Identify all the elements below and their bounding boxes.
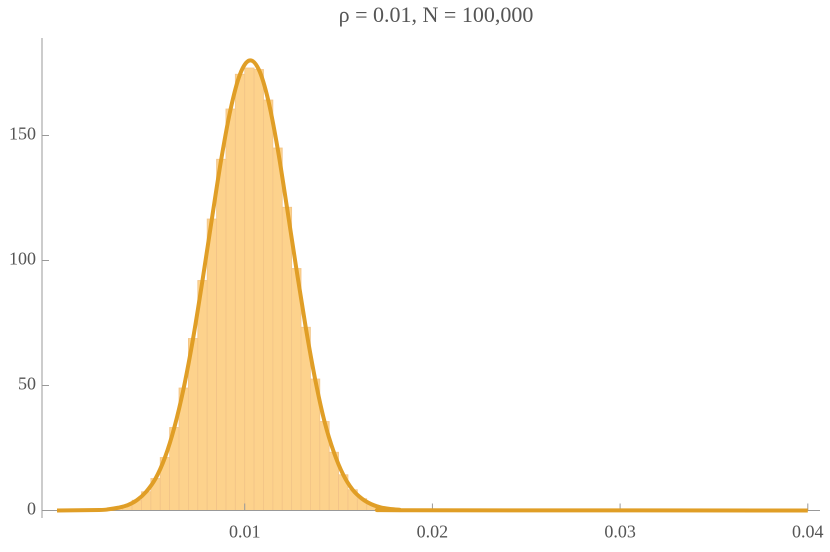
bar xyxy=(226,109,235,511)
y-tick-label: 100 xyxy=(9,249,36,269)
y-tick-label: 0 xyxy=(27,499,36,519)
bar xyxy=(254,70,263,511)
bar xyxy=(245,68,254,511)
chart-title: ρ = 0.01, N = 100,000 xyxy=(339,2,534,27)
x-tick-label: 0.03 xyxy=(604,522,636,542)
x-tick-label: 0.04 xyxy=(792,522,824,542)
density-curve xyxy=(57,60,808,510)
bar xyxy=(207,219,216,511)
bar xyxy=(235,74,244,510)
bar xyxy=(282,207,291,510)
y-tick-label: 150 xyxy=(9,124,36,144)
bar xyxy=(273,148,282,511)
x-tick-label: 0.01 xyxy=(229,522,261,542)
bar xyxy=(292,269,301,511)
bar xyxy=(217,159,226,510)
bar xyxy=(198,281,207,511)
x-tick-label: 0.02 xyxy=(417,522,449,542)
bar xyxy=(263,100,272,511)
y-tick-label: 50 xyxy=(18,374,36,394)
